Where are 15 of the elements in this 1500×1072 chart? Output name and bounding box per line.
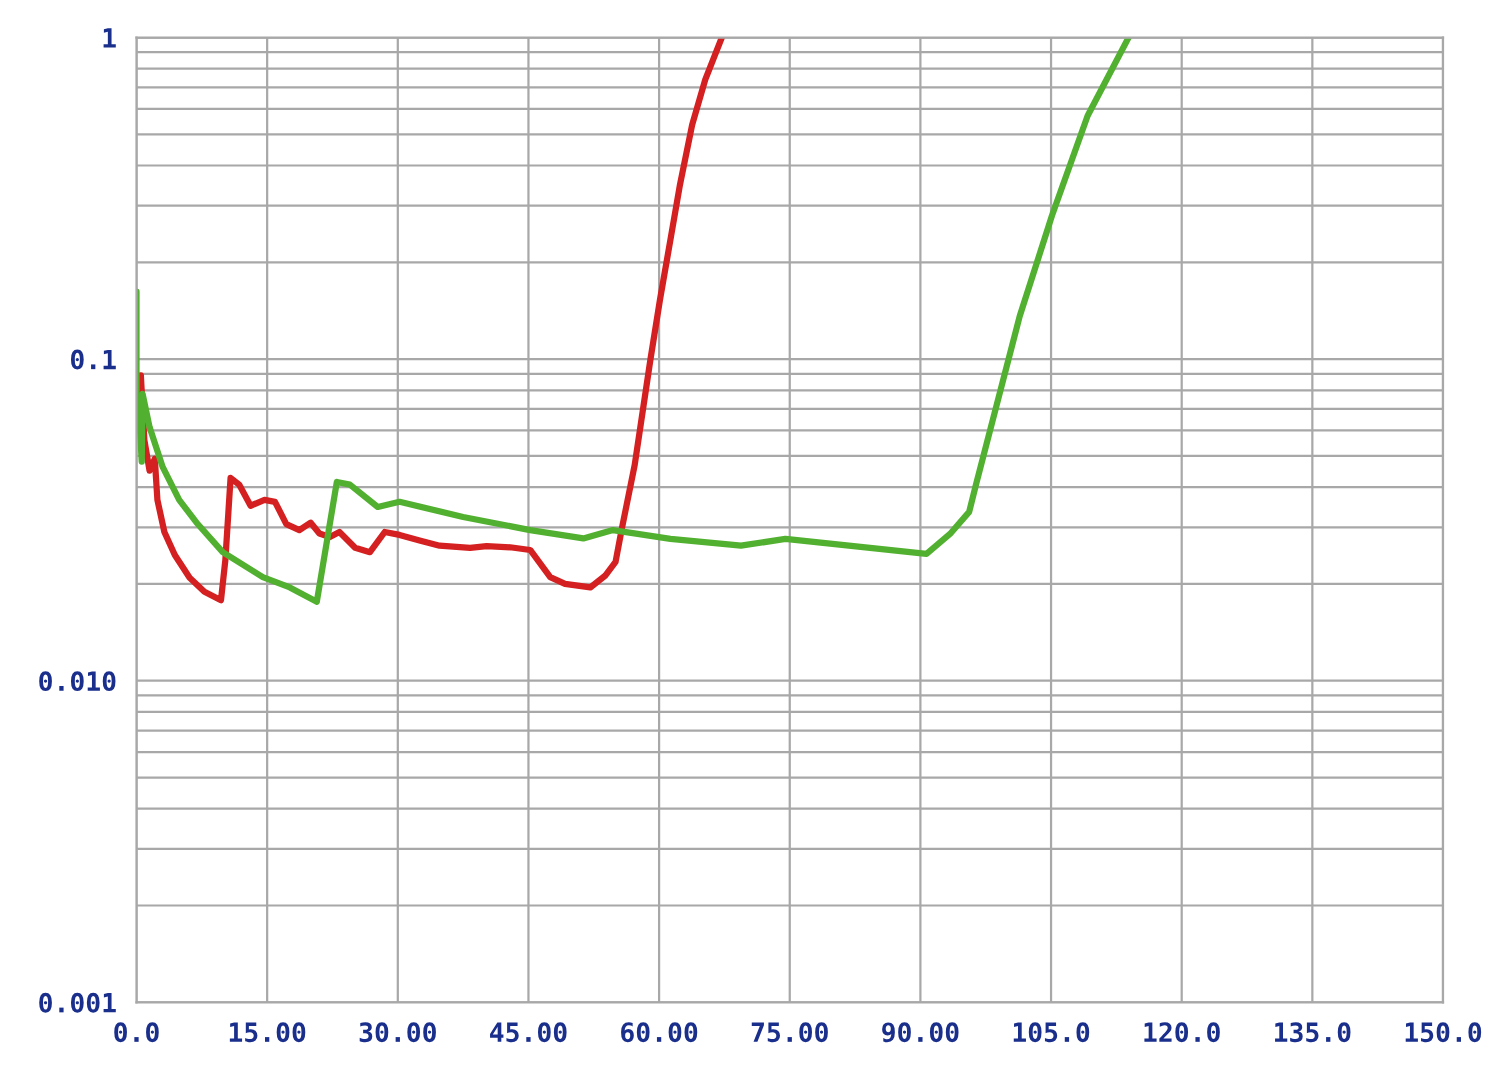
x-tick-label: 15.00: [229, 1022, 306, 1043]
x-tick-label: 90.00: [882, 1022, 959, 1043]
y-tick-label: 0.001: [39, 992, 116, 1013]
x-tick-label: 30.00: [359, 1022, 436, 1043]
x-tick-label: 150.0: [1405, 1022, 1482, 1043]
x-tick-label: 60.00: [621, 1022, 698, 1043]
y-tick-label: 1: [103, 28, 116, 48]
x-tick-label: 120.0: [1144, 1022, 1220, 1043]
y-tick-label: 0.1: [70, 349, 116, 370]
x-tick-label: 75.00: [751, 1022, 828, 1043]
x-tick-label: 45.00: [490, 1022, 567, 1043]
x-tick-label: 0.0: [114, 1022, 159, 1043]
x-tick-label: 105.0: [1013, 1022, 1090, 1043]
x-tick-label: 135.0: [1275, 1022, 1351, 1043]
y-tick-label: 0.010: [39, 671, 116, 692]
